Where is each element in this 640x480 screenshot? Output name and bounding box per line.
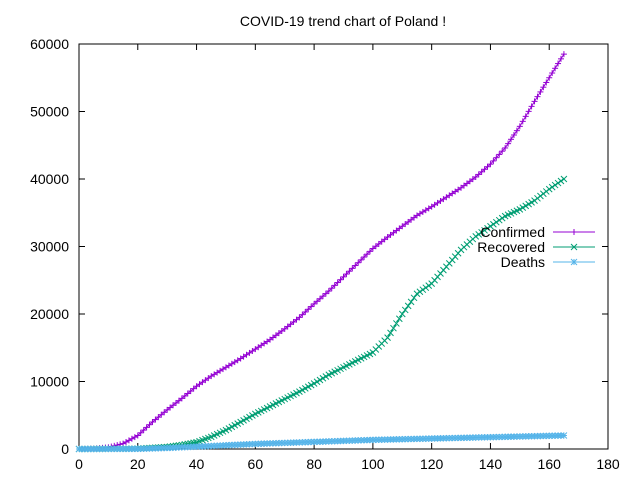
series-confirmed [76, 51, 567, 452]
series-markers [75, 175, 568, 453]
y-tick-label: 10000 [30, 374, 69, 390]
y-tick-label: 40000 [30, 171, 69, 187]
x-axis: 0 20 40 60 80 100 120 140 160 180 [75, 44, 620, 472]
series-markers [76, 51, 567, 452]
x-tick-label: 120 [420, 456, 444, 472]
legend-label: Recovered [477, 239, 545, 255]
series-markers [75, 432, 568, 453]
y-tick-label: 50000 [30, 104, 69, 120]
legend-label: Confirmed [480, 224, 545, 240]
x-tick-label: 0 [75, 456, 83, 472]
y-axis: 0 10000 20000 30000 40000 50000 60000 [30, 36, 608, 457]
x-tick-label: 140 [479, 456, 503, 472]
legend-label: Deaths [501, 254, 545, 270]
x-tick-label: 80 [306, 456, 322, 472]
series-deaths [75, 432, 568, 453]
x-tick-label: 40 [189, 456, 205, 472]
series-line [78, 178, 565, 450]
series-layer [75, 51, 568, 453]
x-tick-label: 60 [248, 456, 264, 472]
series-line [78, 53, 565, 450]
legend-item-deaths: Deaths [501, 254, 595, 270]
chart-title: COVID-19 trend chart of Poland ! [240, 13, 446, 29]
x-tick-label: 160 [538, 456, 562, 472]
y-tick-label: 0 [61, 441, 69, 457]
legend-item-confirmed: Confirmed [480, 224, 595, 240]
x-tick-label: 180 [596, 456, 620, 472]
legend-item-recovered: Recovered [477, 239, 595, 255]
y-tick-label: 30000 [30, 239, 69, 255]
series-recovered [75, 175, 568, 453]
y-tick-label: 60000 [30, 36, 69, 52]
y-tick-label: 20000 [30, 306, 69, 322]
x-tick-label: 100 [361, 456, 385, 472]
x-tick-label: 20 [130, 456, 146, 472]
